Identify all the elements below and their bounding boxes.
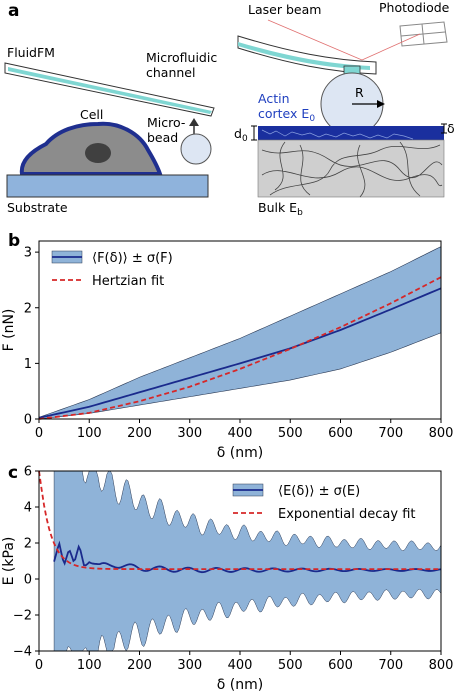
laser-beam: [267, 19, 421, 61]
panel-b: b 0 100 200 300 400 500 600 700 800 0 1 2 3 δ (nm) F (…: [1, 231, 453, 461]
x-tick-label: 600: [328, 426, 353, 441]
x-tick-label: 500: [278, 426, 303, 441]
radius-label: R: [355, 85, 364, 100]
legend-mean-label: ⟨F(δ)⟩ ± σ(F): [92, 251, 173, 266]
y-tick-label: 2: [24, 537, 32, 552]
bulk-label: Bulk Eb: [258, 200, 303, 218]
x-tick-label: 800: [429, 658, 454, 673]
mean-force-line: [38, 287, 442, 419]
x-tick-label: 700: [378, 658, 403, 673]
x-tick-label: 800: [429, 426, 454, 441]
substrate: [6, 174, 209, 198]
y-axis-label: E (kPa): [1, 537, 17, 586]
std-band: [53, 470, 442, 652]
x-tick-label: 0: [35, 658, 43, 673]
y-tick-label: −2: [13, 609, 32, 624]
microbead-label-2: bead: [147, 130, 178, 145]
x-tick-label: 400: [228, 658, 253, 673]
microfluidic-label-1: Microfluidic: [146, 50, 217, 65]
mean-modulus-line: [53, 540, 442, 574]
plot-frame: [38, 470, 442, 652]
x-tick-label: 200: [127, 658, 152, 673]
legend-fit-label: Hertzian fit: [92, 274, 164, 289]
x-tick-label: 0: [35, 426, 43, 441]
laser-beam-label: Laser beam: [248, 2, 321, 17]
d0-label: d0: [234, 126, 248, 144]
exponential-fit-line: [38, 470, 441, 570]
y-tick-label: 0: [24, 573, 32, 588]
bulk-region: [257, 139, 445, 198]
x-axis-label: δ (nm): [217, 445, 263, 461]
panel-c: c 0 100 200 300 400 500 600 700 800 −4 −2 0 2 4 6 δ (nm…: [1, 463, 453, 693]
x-tick-label: 200: [127, 426, 152, 441]
actin-label-1: Actin: [258, 91, 290, 106]
y-tick-label: −4: [13, 645, 32, 660]
legend-mean-label: ⟨E(δ)⟩ ± σ(E): [278, 484, 360, 499]
y-tick-label: 0: [24, 413, 32, 428]
y-axis-label: F (nN): [1, 309, 17, 352]
right-cantilever: [237, 35, 377, 77]
delta-label: δ: [447, 121, 455, 136]
actin-label-2: cortex E0: [258, 106, 315, 124]
x-tick-label: 600: [328, 658, 353, 673]
fluidfm-label: FluidFM: [7, 45, 55, 60]
panel-a-letter: a: [8, 1, 19, 21]
y-tick-label: 6: [24, 465, 32, 480]
x-tick-label: 100: [77, 658, 102, 673]
modulus-indentation-chart: 0 100 200 300 400 500 600 700 800 −4 −2 0 2 4 6 δ (nm) E…: [1, 465, 453, 693]
y-tick-label: 3: [24, 246, 32, 261]
y-tick-label: 1: [24, 357, 32, 372]
x-tick-label: 700: [378, 426, 403, 441]
cell-label: Cell: [80, 107, 103, 122]
x-axis-label: δ (nm): [217, 677, 263, 693]
photodiode-label: Photodiode: [379, 0, 450, 15]
legend-b: ⟨F(δ)⟩ ± σ(F) Hertzian fit: [51, 250, 173, 289]
x-tick-label: 300: [177, 426, 202, 441]
actin-cortex: [258, 126, 444, 140]
legend-c: ⟨E(δ)⟩ ± σ(E) Exponential decay fit: [232, 483, 415, 522]
microbead: [180, 133, 212, 165]
y-tick-label: 2: [24, 301, 32, 316]
hertzian-fit-line: [38, 276, 442, 420]
fluidfm-cantilever: [4, 62, 215, 117]
x-tick-label: 400: [228, 426, 253, 441]
plot-frame: [38, 240, 442, 420]
panel-b-letter: b: [8, 231, 20, 251]
substrate-label: Substrate: [7, 200, 68, 215]
force-indentation-chart: 0 100 200 300 400 500 600 700 800 0 1 2 3 δ (nm) F (nN…: [1, 240, 454, 461]
x-tick-label: 100: [77, 426, 102, 441]
panel-c-letter: c: [8, 463, 18, 483]
photodiode-icon: [399, 21, 448, 47]
microfluidic-label-2: channel: [146, 65, 195, 80]
microbead-label-1: Micro-: [147, 115, 185, 130]
x-tick-label: 300: [177, 658, 202, 673]
panel-a: a FluidFM Microfluidic channel Cell Micr…: [4, 0, 455, 218]
x-tick-label: 500: [278, 658, 303, 673]
nucleus: [85, 143, 111, 163]
y-tick-label: 4: [24, 501, 32, 516]
legend-fit-label: Exponential decay fit: [278, 507, 415, 522]
std-band: [38, 246, 442, 420]
